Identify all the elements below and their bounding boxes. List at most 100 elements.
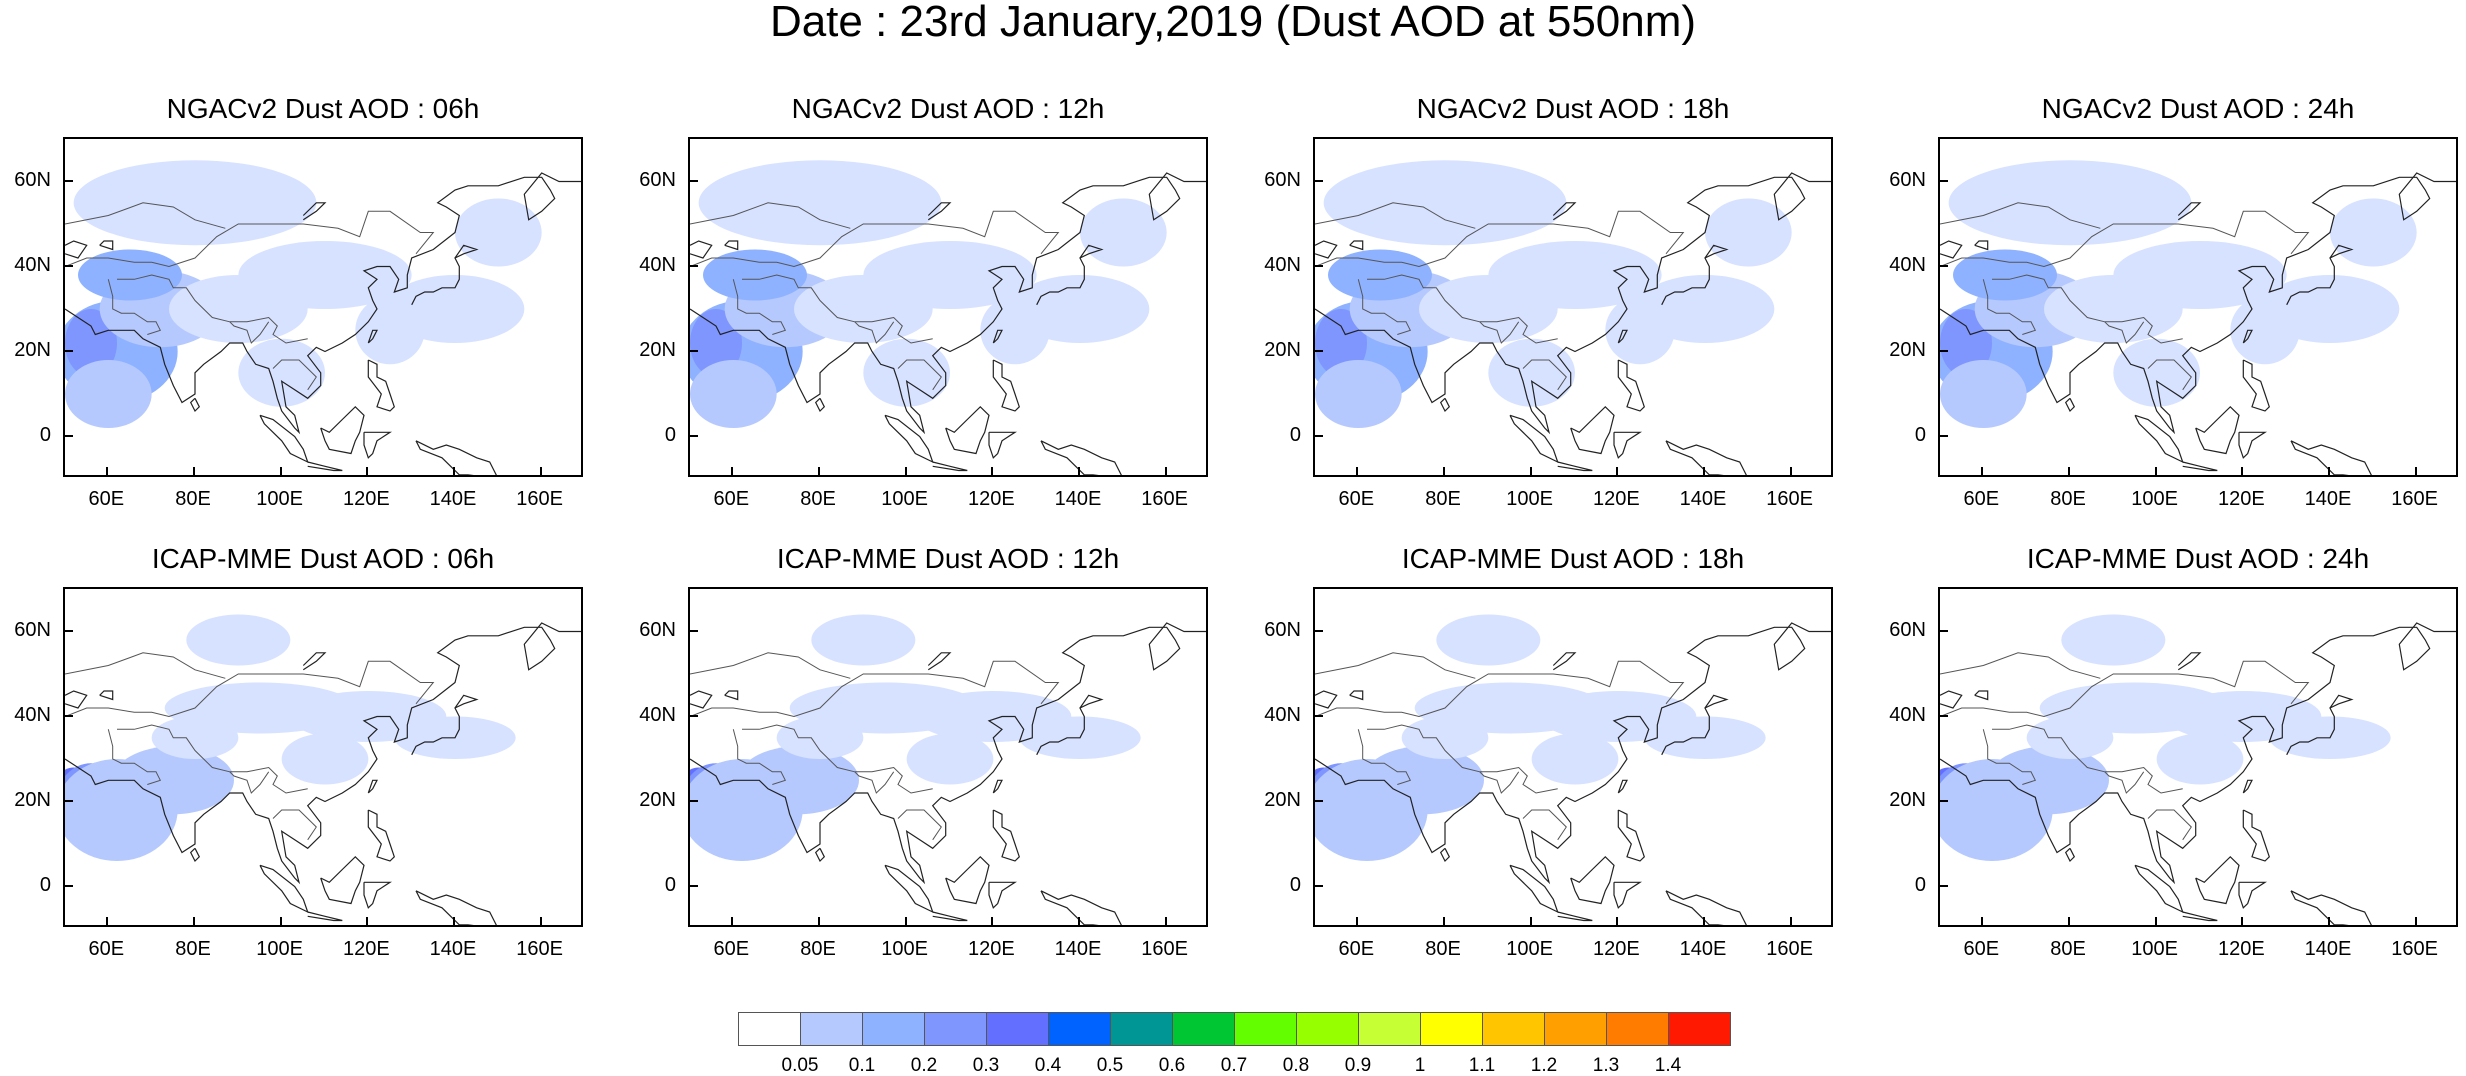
map-panel: NGACv2 Dust AOD : 18h 60N 40N 20N 0 60E 80E 100… (1264, 95, 1833, 509)
lat-tick-label: 0 (1914, 873, 1926, 896)
lat-tick (1940, 799, 1948, 802)
lon-tick-label: 80E (2050, 938, 2086, 960)
lon-tick (904, 467, 907, 475)
coastline (927, 202, 952, 221)
dust-field-region (151, 716, 239, 759)
dust-field-region (1940, 309, 1992, 377)
coastline (884, 414, 934, 464)
lon-tick (1981, 467, 1984, 475)
dust-field-region (1605, 296, 1675, 365)
coastline (259, 414, 309, 464)
country-border (1315, 660, 1685, 718)
coastline (1617, 359, 1645, 412)
coastline (363, 431, 393, 459)
panel-title: ICAP-MME Dust AOD : 18h (1401, 543, 1745, 574)
lon-tick (453, 467, 455, 475)
coastline (1509, 864, 1559, 914)
coastline (927, 652, 952, 671)
country-border (1367, 274, 1558, 344)
lon-tick-label: 120E (342, 488, 390, 510)
lon-tick-label: 80E (800, 938, 836, 960)
dust-field-region (78, 249, 182, 301)
colorbar-label: 0.1 (848, 1055, 876, 1076)
country-border (1940, 660, 2310, 718)
coastline (65, 240, 88, 259)
lon-tick (991, 917, 994, 925)
coastline (1617, 809, 1645, 862)
coastline (1940, 690, 1963, 709)
map-panel: NGACv2 Dust AOD : 24h 60N 40N 20N 0 60E 80E 100… (1889, 95, 2458, 509)
lon-tick (539, 467, 542, 475)
country-border (1479, 771, 1520, 794)
dust-field-region (737, 746, 859, 815)
coastline (988, 431, 1018, 459)
country-border (1940, 210, 2310, 268)
panel-title: ICAP-MME Dust AOD : 24h (2026, 543, 2370, 574)
dust-field-region (65, 360, 152, 428)
lon-tick-label: 140E (429, 938, 477, 960)
lat-tick (1940, 714, 1948, 717)
country-border (272, 359, 317, 391)
lon-tick (1164, 917, 1167, 925)
country-border (897, 359, 942, 391)
coastline (1349, 690, 1364, 701)
coastline (932, 911, 968, 922)
colorbar-label: 1.3 (1592, 1055, 1620, 1076)
colorbar-label: 1.2 (1530, 1055, 1558, 1076)
coastline (1617, 329, 1628, 344)
coastline (259, 864, 309, 914)
country-border (1315, 652, 1476, 679)
colorbar-swatch (1544, 1012, 1607, 1046)
dust-field-region (1705, 198, 1792, 267)
dust-field-region (1323, 160, 1567, 246)
dust-field-region (1940, 360, 2027, 428)
dust-field-region (906, 733, 994, 785)
panel-title: ICAP-MME Dust AOD : 06h (151, 543, 495, 574)
lon-tick-label: 140E (1054, 938, 1102, 960)
figure-title: Date : 23rd January,2019 (Dust AOD at 55… (769, 0, 1697, 46)
lon-tick-label: 120E (2217, 938, 2265, 960)
panel-title: ICAP-MME Dust AOD : 12h (776, 543, 1120, 574)
country-border (107, 279, 162, 335)
colorbar-label: 1.1 (1468, 1055, 1496, 1076)
lon-tick-label: 140E (1679, 488, 1727, 510)
coastline (367, 779, 378, 794)
lat-tick-label: 0 (664, 873, 676, 896)
coastline (2242, 779, 2253, 794)
country-border (2147, 359, 2192, 391)
colorbar-swatch (1482, 1012, 1545, 1046)
lat-tick-label: 60N (639, 168, 676, 191)
coastline (2134, 864, 2184, 914)
country-border (65, 660, 435, 718)
lat-tick (1940, 349, 1948, 352)
lon-tick-label: 80E (175, 488, 211, 510)
dust-aod-map (1315, 614, 1831, 925)
lon-tick-label: 120E (967, 938, 1015, 960)
coastline (320, 405, 365, 455)
lat-tick (1940, 884, 1948, 887)
dust-aod-map (1940, 614, 2456, 925)
coastline (690, 622, 1206, 885)
lat-tick (65, 349, 73, 352)
colorbar-label: 0.7 (1220, 1055, 1248, 1076)
colorbar-label: 0.9 (1344, 1055, 1372, 1076)
coastline (189, 397, 201, 413)
lat-tick-label: 40N (1264, 253, 1301, 276)
colorbar-swatch (1358, 1012, 1421, 1046)
dust-field-region (2156, 733, 2244, 785)
coastline (988, 881, 1018, 909)
lon-tick-label: 160E (2391, 488, 2439, 510)
dust-field-region (863, 338, 950, 407)
coastline (307, 911, 343, 922)
dust-field-region (1315, 360, 1402, 428)
lat-tick (65, 629, 73, 632)
coastline (992, 359, 1020, 412)
coastline (367, 359, 395, 412)
dust-field-region (455, 198, 542, 267)
lat-tick (65, 264, 73, 267)
lon-tick (193, 467, 195, 475)
coastline (367, 809, 395, 862)
coastline (2286, 244, 2354, 306)
country-border (1479, 321, 1520, 344)
lat-tick (1315, 434, 1323, 437)
